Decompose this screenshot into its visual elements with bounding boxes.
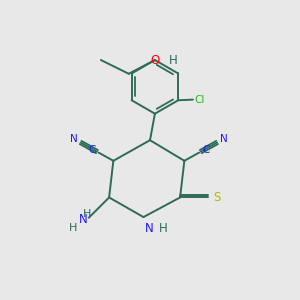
Text: H: H: [69, 223, 77, 233]
Text: C: C: [202, 145, 210, 155]
Text: H: H: [83, 209, 92, 219]
Text: N: N: [79, 213, 87, 226]
Text: N: N: [220, 134, 228, 144]
Text: N: N: [70, 134, 77, 144]
Text: C: C: [88, 145, 95, 155]
Text: H: H: [169, 53, 178, 67]
Text: N: N: [145, 222, 154, 235]
Text: Cl: Cl: [195, 94, 205, 105]
Text: O: O: [150, 53, 160, 67]
Text: H: H: [159, 222, 167, 235]
Text: S: S: [213, 191, 221, 204]
